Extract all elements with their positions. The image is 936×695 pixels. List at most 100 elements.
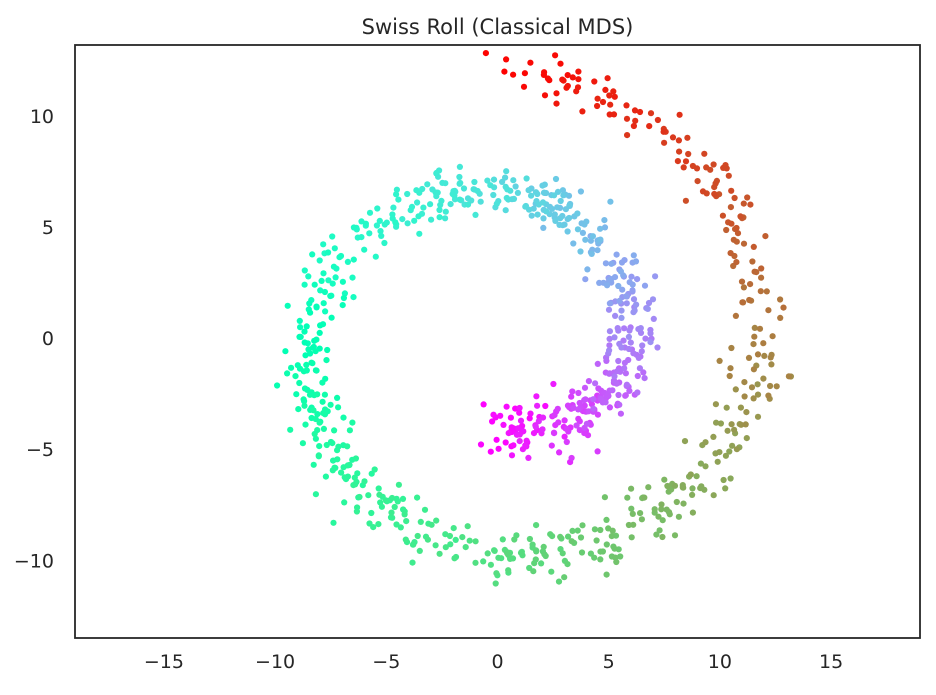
data-point xyxy=(631,307,638,314)
data-point xyxy=(432,542,439,549)
data-point xyxy=(376,491,383,498)
data-point xyxy=(585,408,592,415)
data-point xyxy=(552,217,559,224)
data-point xyxy=(416,189,423,196)
data-point xyxy=(765,392,772,399)
data-point xyxy=(397,524,404,531)
data-point xyxy=(579,522,586,529)
data-point xyxy=(366,209,374,216)
data-point xyxy=(620,337,627,344)
data-point xyxy=(614,368,621,375)
data-point xyxy=(777,314,784,321)
data-point xyxy=(436,550,443,557)
data-point xyxy=(606,370,613,377)
data-point xyxy=(503,168,510,175)
data-point xyxy=(577,248,584,255)
data-point xyxy=(610,88,617,95)
data-point xyxy=(328,314,335,321)
data-point xyxy=(399,216,406,223)
data-point xyxy=(733,224,740,232)
data-point xyxy=(428,216,435,223)
data-point xyxy=(516,409,523,416)
data-point xyxy=(583,218,590,225)
data-point xyxy=(676,148,683,155)
data-point xyxy=(366,230,373,237)
data-point xyxy=(516,431,523,438)
data-point xyxy=(284,370,291,377)
data-point xyxy=(622,392,629,399)
data-point xyxy=(742,421,749,428)
data-point xyxy=(716,449,723,456)
data-point xyxy=(712,401,720,408)
data-point xyxy=(335,404,342,411)
data-point xyxy=(535,201,542,208)
data-point xyxy=(717,420,725,427)
data-point xyxy=(601,217,608,224)
data-point xyxy=(748,384,756,391)
data-point xyxy=(301,328,308,335)
data-point xyxy=(332,274,339,281)
data-point xyxy=(409,541,417,548)
data-point xyxy=(574,527,581,534)
data-point xyxy=(564,561,571,568)
data-point xyxy=(534,190,541,198)
data-point xyxy=(389,494,396,502)
data-point xyxy=(626,327,633,334)
data-point xyxy=(376,217,383,224)
data-point xyxy=(414,494,421,501)
data-point xyxy=(561,417,568,424)
data-point xyxy=(594,95,601,102)
data-point xyxy=(607,101,614,108)
data-point xyxy=(568,393,575,400)
data-point xyxy=(633,301,640,308)
data-point xyxy=(551,211,558,218)
data-point xyxy=(321,391,328,398)
data-point xyxy=(577,534,585,541)
data-point xyxy=(503,403,510,410)
data-point xyxy=(301,402,308,409)
data-point xyxy=(618,259,626,266)
data-point xyxy=(451,192,458,199)
data-point xyxy=(503,194,510,202)
data-point xyxy=(560,192,567,199)
data-point xyxy=(741,379,748,386)
data-point xyxy=(732,386,739,393)
data-point xyxy=(767,382,774,390)
data-point xyxy=(344,258,351,265)
data-point xyxy=(327,292,334,300)
data-point xyxy=(615,357,622,365)
data-point xyxy=(645,484,652,491)
data-point xyxy=(630,296,638,303)
data-point xyxy=(739,299,746,306)
data-point xyxy=(729,442,736,449)
data-point xyxy=(674,158,682,165)
data-point xyxy=(316,329,323,336)
data-point xyxy=(320,425,327,432)
data-point xyxy=(701,150,708,157)
data-point xyxy=(284,302,291,309)
data-point xyxy=(609,527,616,534)
data-point xyxy=(334,394,341,401)
data-point xyxy=(487,182,494,189)
data-point xyxy=(464,201,472,208)
data-point xyxy=(760,375,767,382)
data-point xyxy=(659,517,666,524)
data-point xyxy=(521,70,529,77)
data-point xyxy=(710,161,717,168)
data-point xyxy=(321,288,328,296)
data-point xyxy=(490,411,497,418)
data-point xyxy=(713,419,720,426)
data-point xyxy=(515,425,522,432)
data-point xyxy=(694,178,701,185)
data-point xyxy=(750,395,757,402)
data-point xyxy=(382,497,390,504)
data-point xyxy=(522,442,529,449)
data-point xyxy=(427,201,434,208)
data-point xyxy=(552,175,560,183)
data-point xyxy=(533,393,540,400)
data-point xyxy=(274,382,281,389)
data-point xyxy=(329,467,336,474)
data-point xyxy=(438,197,445,204)
x-tick-label: 5 xyxy=(603,651,615,673)
data-point xyxy=(723,226,730,234)
